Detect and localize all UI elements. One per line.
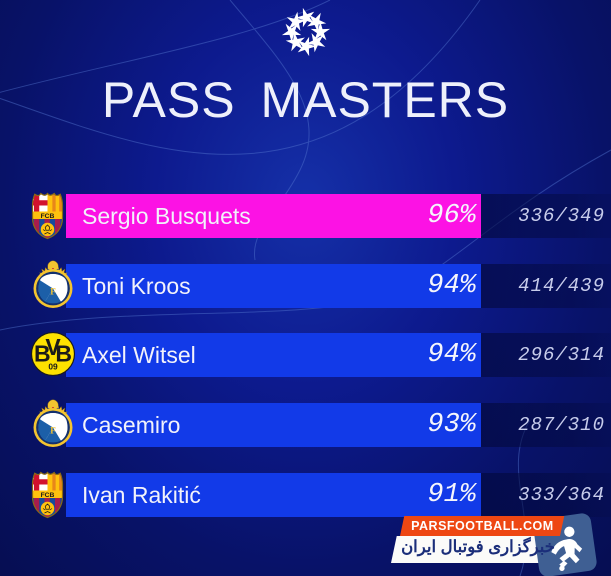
svg-text:V: V	[45, 334, 61, 360]
svg-text:FCB: FCB	[41, 213, 55, 220]
svg-text:09: 09	[48, 361, 58, 371]
svg-text:FCB: FCB	[41, 492, 55, 499]
svg-text:F: F	[50, 426, 56, 436]
svg-text:F: F	[50, 287, 56, 297]
